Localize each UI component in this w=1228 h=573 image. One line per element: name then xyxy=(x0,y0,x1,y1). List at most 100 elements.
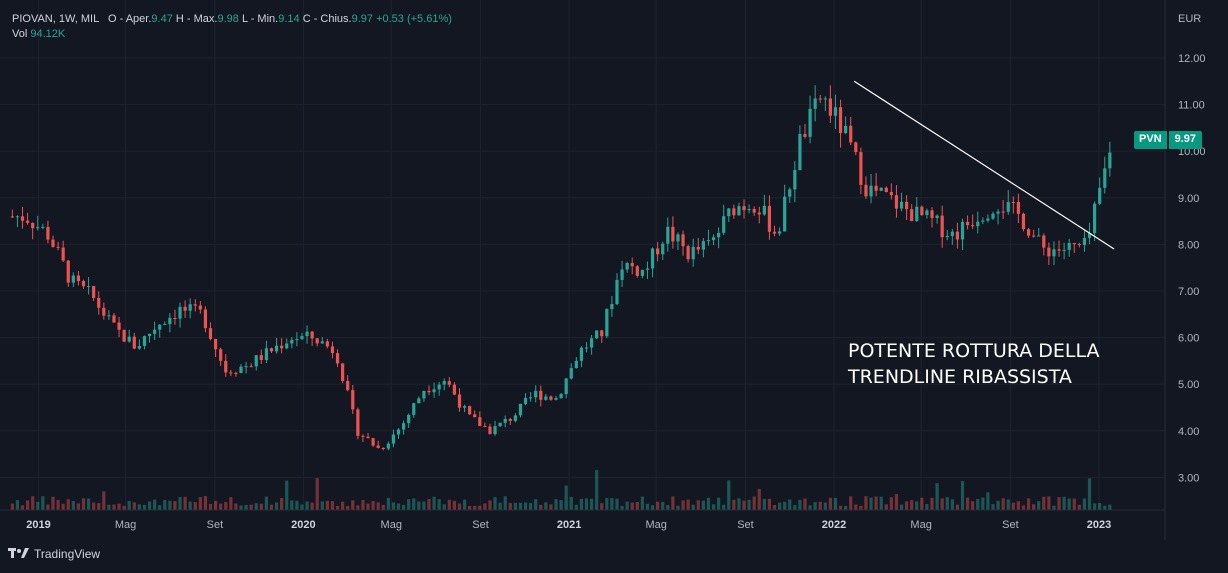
volume-bar xyxy=(1011,502,1015,510)
volume-label: Vol xyxy=(12,28,28,40)
candle-body xyxy=(300,336,304,340)
chart-annotation[interactable]: POTENTE ROTTURA DELLA TRENDLINE RIBASSIS… xyxy=(848,338,1100,390)
trendline[interactable] xyxy=(853,80,1115,250)
y-tick-label: 4.00 xyxy=(1178,426,1199,438)
candle-body xyxy=(620,269,624,280)
last-price-tag: PVN 9.97 xyxy=(1134,131,1203,149)
candle-body xyxy=(51,239,55,247)
volume-bar xyxy=(427,498,431,510)
y-tick-label: 3.00 xyxy=(1178,472,1199,484)
volume-bar xyxy=(137,504,141,510)
volume-bar xyxy=(15,500,20,510)
y-tick-label: 10.00 xyxy=(1178,146,1206,158)
candle-body xyxy=(478,417,482,426)
time-axis[interactable]: 2019 Mag Set 2020 Mag Set 2021 Mag Set 2022 Mag Set… xyxy=(0,509,1165,531)
candle-body xyxy=(889,192,893,196)
x-tick-label: 2020 xyxy=(291,519,315,531)
volume-bar xyxy=(854,504,858,510)
candle-body xyxy=(432,389,436,393)
candle-body xyxy=(996,211,1000,214)
volume-bar xyxy=(295,500,299,510)
symbol-title[interactable]: PIOVAN, 1W, MIL xyxy=(12,13,99,25)
candle-body xyxy=(554,398,558,400)
x-tick-label: Set xyxy=(737,519,754,531)
x-tick-label: Set xyxy=(207,519,224,531)
volume-bar xyxy=(97,503,101,510)
candle-body xyxy=(102,307,106,316)
volume-bar xyxy=(51,496,55,510)
candle-body xyxy=(320,341,324,344)
volume-bar xyxy=(305,501,309,510)
candle-body xyxy=(417,398,421,404)
candle-body xyxy=(163,324,167,326)
candle-body xyxy=(401,423,406,430)
volume-bar xyxy=(777,502,782,510)
volume-bar xyxy=(808,505,812,510)
x-tick-label: Mag xyxy=(645,519,666,531)
candle-body xyxy=(1021,213,1026,230)
volume-bar xyxy=(610,497,614,510)
volume-bar xyxy=(356,505,360,510)
close-value: 9.97 xyxy=(351,13,374,25)
candle-body xyxy=(20,216,25,221)
volume-bar xyxy=(955,504,960,510)
volume-bar xyxy=(930,497,934,510)
volume-bar xyxy=(1006,499,1010,510)
candle-body xyxy=(376,445,380,448)
volume-bar xyxy=(991,504,995,510)
candle-body xyxy=(330,346,335,354)
candle-body xyxy=(742,206,746,211)
candle-body xyxy=(869,185,873,197)
volume-bar xyxy=(905,501,909,510)
volume-bar xyxy=(874,496,878,510)
tradingview-logo[interactable]: TradingView xyxy=(8,547,100,561)
y-tick-label: 6.00 xyxy=(1178,333,1199,345)
candle-body xyxy=(645,268,650,270)
candle-body xyxy=(686,246,690,260)
candle-body xyxy=(991,213,995,219)
candle-body xyxy=(335,353,340,364)
candle-body xyxy=(976,221,980,227)
volume-bar xyxy=(417,501,421,510)
candle-body xyxy=(650,248,655,269)
volume-bar xyxy=(920,497,924,510)
price-tag-symbol: PVN xyxy=(1134,131,1167,149)
volume-bar xyxy=(899,504,904,510)
volume-bar xyxy=(81,498,86,510)
volume-bar xyxy=(41,496,45,510)
volume-bar xyxy=(737,498,741,510)
volume-bar xyxy=(163,499,167,510)
volume-bar xyxy=(203,496,208,510)
candle-body xyxy=(371,438,375,446)
volume-bar xyxy=(1047,496,1051,510)
volume-bar xyxy=(142,504,147,510)
price-chart[interactable]: EUR 12.00 11.00 10.00 9.00 8.00 7.00 6.00 5.00 4.… xyxy=(0,0,1228,540)
volume-bar xyxy=(1103,505,1107,510)
candle-body xyxy=(691,246,695,260)
candle-body xyxy=(696,246,700,250)
volume-bar xyxy=(20,505,25,510)
volume-bar xyxy=(747,499,751,510)
volume-bar xyxy=(559,500,563,510)
candle-body xyxy=(564,378,568,395)
volume-bar xyxy=(671,496,675,510)
x-tick-label: 2019 xyxy=(26,519,50,531)
low-value: 9.14 xyxy=(278,13,300,25)
volume-bar xyxy=(864,496,868,510)
candle-body xyxy=(925,210,929,216)
volume-bar xyxy=(976,498,980,510)
volume-bar xyxy=(579,498,584,510)
price-axis[interactable]: EUR 12.00 11.00 10.00 9.00 8.00 7.00 6.00 5.00 4.… xyxy=(1164,0,1228,540)
volume-bar xyxy=(813,502,817,510)
candle-body xyxy=(884,187,888,193)
volume-bar xyxy=(234,503,238,510)
candle-body xyxy=(213,339,218,350)
volume-bar xyxy=(478,505,482,510)
volume-bar xyxy=(127,501,131,510)
volume-bar xyxy=(229,497,233,510)
trendline-segment[interactable] xyxy=(853,80,1115,250)
candle-body xyxy=(569,368,573,379)
candle-body xyxy=(523,398,528,404)
candle-body xyxy=(732,208,736,216)
candle-body xyxy=(1042,235,1046,248)
